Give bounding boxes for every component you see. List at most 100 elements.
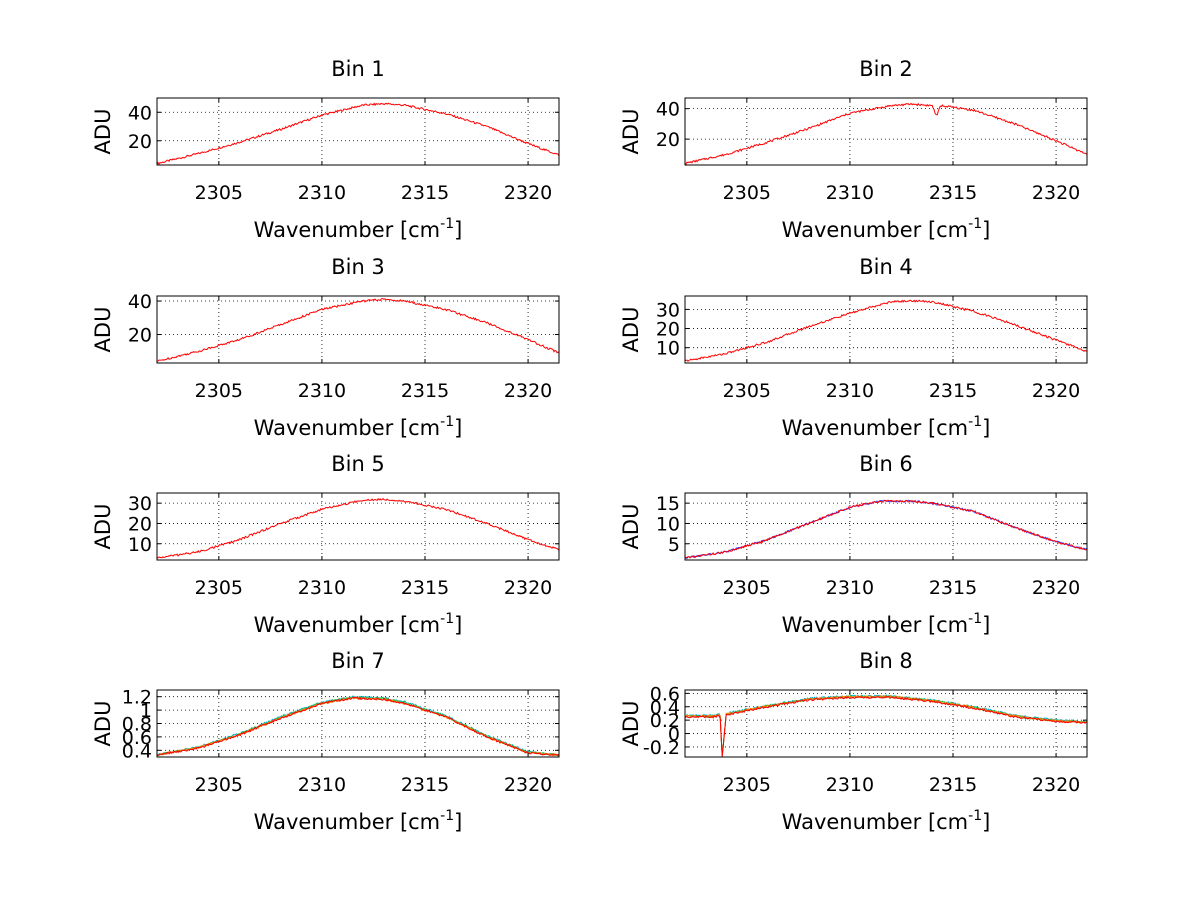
x-tick-label: 2320 xyxy=(1032,380,1080,402)
y-tick-label: -0.2 xyxy=(643,737,680,759)
x-tick-label: 2310 xyxy=(826,577,874,599)
x-tick-label: 2320 xyxy=(1032,182,1080,204)
x-axis-label: Wavenumber [cm-1] xyxy=(782,216,991,242)
subplot-1: 2305 2310 2315 2320 20 40 Bin 1 Wavenumber [cm-… xyxy=(91,57,560,242)
y-tick-label: 0 xyxy=(668,724,680,746)
subplot-3: 2305 2310 2315 2320 20 40 Bin 3 Wavenumber [cm-… xyxy=(91,255,560,440)
x-tick-label: 2305 xyxy=(723,577,771,599)
y-tick-label: 0.4 xyxy=(122,740,152,762)
y-axis-label: ADU xyxy=(91,701,115,747)
x-tick-label: 2320 xyxy=(504,577,552,599)
y-tick-label: 10 xyxy=(128,534,152,556)
y-tick-label: 0.6 xyxy=(650,683,680,705)
axes-box xyxy=(684,492,1088,561)
x-tick-label: 2315 xyxy=(401,774,449,796)
y-tick-label: 1 xyxy=(140,700,152,722)
x-tick-label: 2305 xyxy=(195,380,243,402)
y-axis-label: ADU xyxy=(619,109,643,155)
x-tick-label: 2305 xyxy=(195,182,243,204)
x-tick-label: 2305 xyxy=(723,774,771,796)
y-axis-label: ADU xyxy=(619,307,643,353)
x-axis-label: Wavenumber [cm-1] xyxy=(254,808,463,834)
y-axis-label: ADU xyxy=(619,504,643,550)
subplot-title: Bin 3 xyxy=(331,255,385,279)
series-line-1 xyxy=(684,102,1088,165)
series-line-2 xyxy=(156,696,560,757)
x-tick-label: 2315 xyxy=(401,577,449,599)
x-axis-label: Wavenumber [cm-1] xyxy=(782,808,991,834)
y-tick-label: 40 xyxy=(128,102,152,124)
y-axis-label: ADU xyxy=(91,504,115,550)
x-tick-label: 2320 xyxy=(504,774,552,796)
series-line-1 xyxy=(156,695,559,756)
series-line-1 xyxy=(684,499,1088,560)
y-tick-label: 20 xyxy=(128,325,152,347)
x-tick-label: 2310 xyxy=(298,774,346,796)
x-tick-label: 2320 xyxy=(1032,774,1080,796)
y-axis-label: ADU xyxy=(91,307,115,353)
y-tick-label: 40 xyxy=(656,99,680,121)
axes-box xyxy=(156,492,560,561)
axes-box xyxy=(684,689,1088,758)
axes-box xyxy=(156,295,560,364)
y-tick-label: 0.8 xyxy=(122,714,152,736)
series-line-1 xyxy=(684,299,1088,363)
x-tick-label: 2310 xyxy=(298,182,346,204)
y-tick-label: 1.2 xyxy=(122,687,152,709)
x-axis-label: Wavenumber [cm-1] xyxy=(254,414,463,440)
y-tick-label: 5 xyxy=(668,534,680,556)
y-tick-label: 20 xyxy=(656,129,680,151)
y-tick-label: 20 xyxy=(128,131,152,153)
x-tick-label: 2305 xyxy=(723,380,771,402)
x-tick-label: 2315 xyxy=(401,380,449,402)
subplot-title: Bin 6 xyxy=(859,452,913,476)
x-tick-label: 2305 xyxy=(723,182,771,204)
subplot-title: Bin 4 xyxy=(859,255,913,279)
axes-box xyxy=(684,97,1088,166)
x-axis-label: Wavenumber [cm-1] xyxy=(782,414,991,440)
x-tick-label: 2315 xyxy=(929,577,977,599)
y-axis-label: ADU xyxy=(91,109,115,155)
y-axis-label: ADU xyxy=(619,701,643,747)
x-tick-label: 2315 xyxy=(929,182,977,204)
axes-box xyxy=(684,295,1088,364)
x-tick-label: 2310 xyxy=(826,182,874,204)
y-tick-label: 40 xyxy=(128,291,152,313)
subplot-8: 2305 2310 2315 2320 -0.200.20.40.6 Bin 8 Waven… xyxy=(619,649,1088,834)
series-line-4 xyxy=(684,695,1088,757)
subplot-title: Bin 2 xyxy=(859,57,913,81)
series-line-1 xyxy=(684,694,1088,756)
y-tick-label: 20 xyxy=(128,513,152,535)
y-tick-label: 0.2 xyxy=(650,710,680,732)
subplot-title: Bin 5 xyxy=(331,452,385,476)
x-axis-label: Wavenumber [cm-1] xyxy=(782,611,991,637)
y-tick-label: 30 xyxy=(128,493,152,515)
y-tick-label: 20 xyxy=(656,319,680,341)
x-axis-label: Wavenumber [cm-1] xyxy=(254,216,463,242)
y-tick-label: 30 xyxy=(656,299,680,321)
subplot-title: Bin 8 xyxy=(859,649,913,673)
x-tick-label: 2310 xyxy=(826,774,874,796)
subplot-2: 2305 2310 2315 2320 20 40 Bin 2 Wavenumber [cm-… xyxy=(619,57,1088,242)
series-line-1 xyxy=(156,102,560,165)
series-line-3 xyxy=(156,696,560,756)
x-tick-label: 2315 xyxy=(929,380,977,402)
y-tick-label: 10 xyxy=(656,338,680,360)
series-line-4 xyxy=(157,696,560,757)
x-tick-label: 2310 xyxy=(298,380,346,402)
series-line-2 xyxy=(684,694,1088,756)
y-tick-label: 10 xyxy=(656,513,680,535)
x-tick-label: 2320 xyxy=(504,182,552,204)
x-tick-label: 2320 xyxy=(504,380,552,402)
x-tick-label: 2320 xyxy=(1032,577,1080,599)
x-axis-label: Wavenumber [cm-1] xyxy=(254,611,463,637)
y-tick-label: 0.6 xyxy=(122,727,152,749)
series-line-1 xyxy=(156,497,560,559)
y-tick-label: 15 xyxy=(656,493,680,515)
x-tick-label: 2315 xyxy=(929,774,977,796)
subplot-7: 2305 2310 2315 2320 0.40.60.811.2 Bin 7 Wavenu… xyxy=(91,649,560,834)
series-line-2 xyxy=(684,499,1088,559)
